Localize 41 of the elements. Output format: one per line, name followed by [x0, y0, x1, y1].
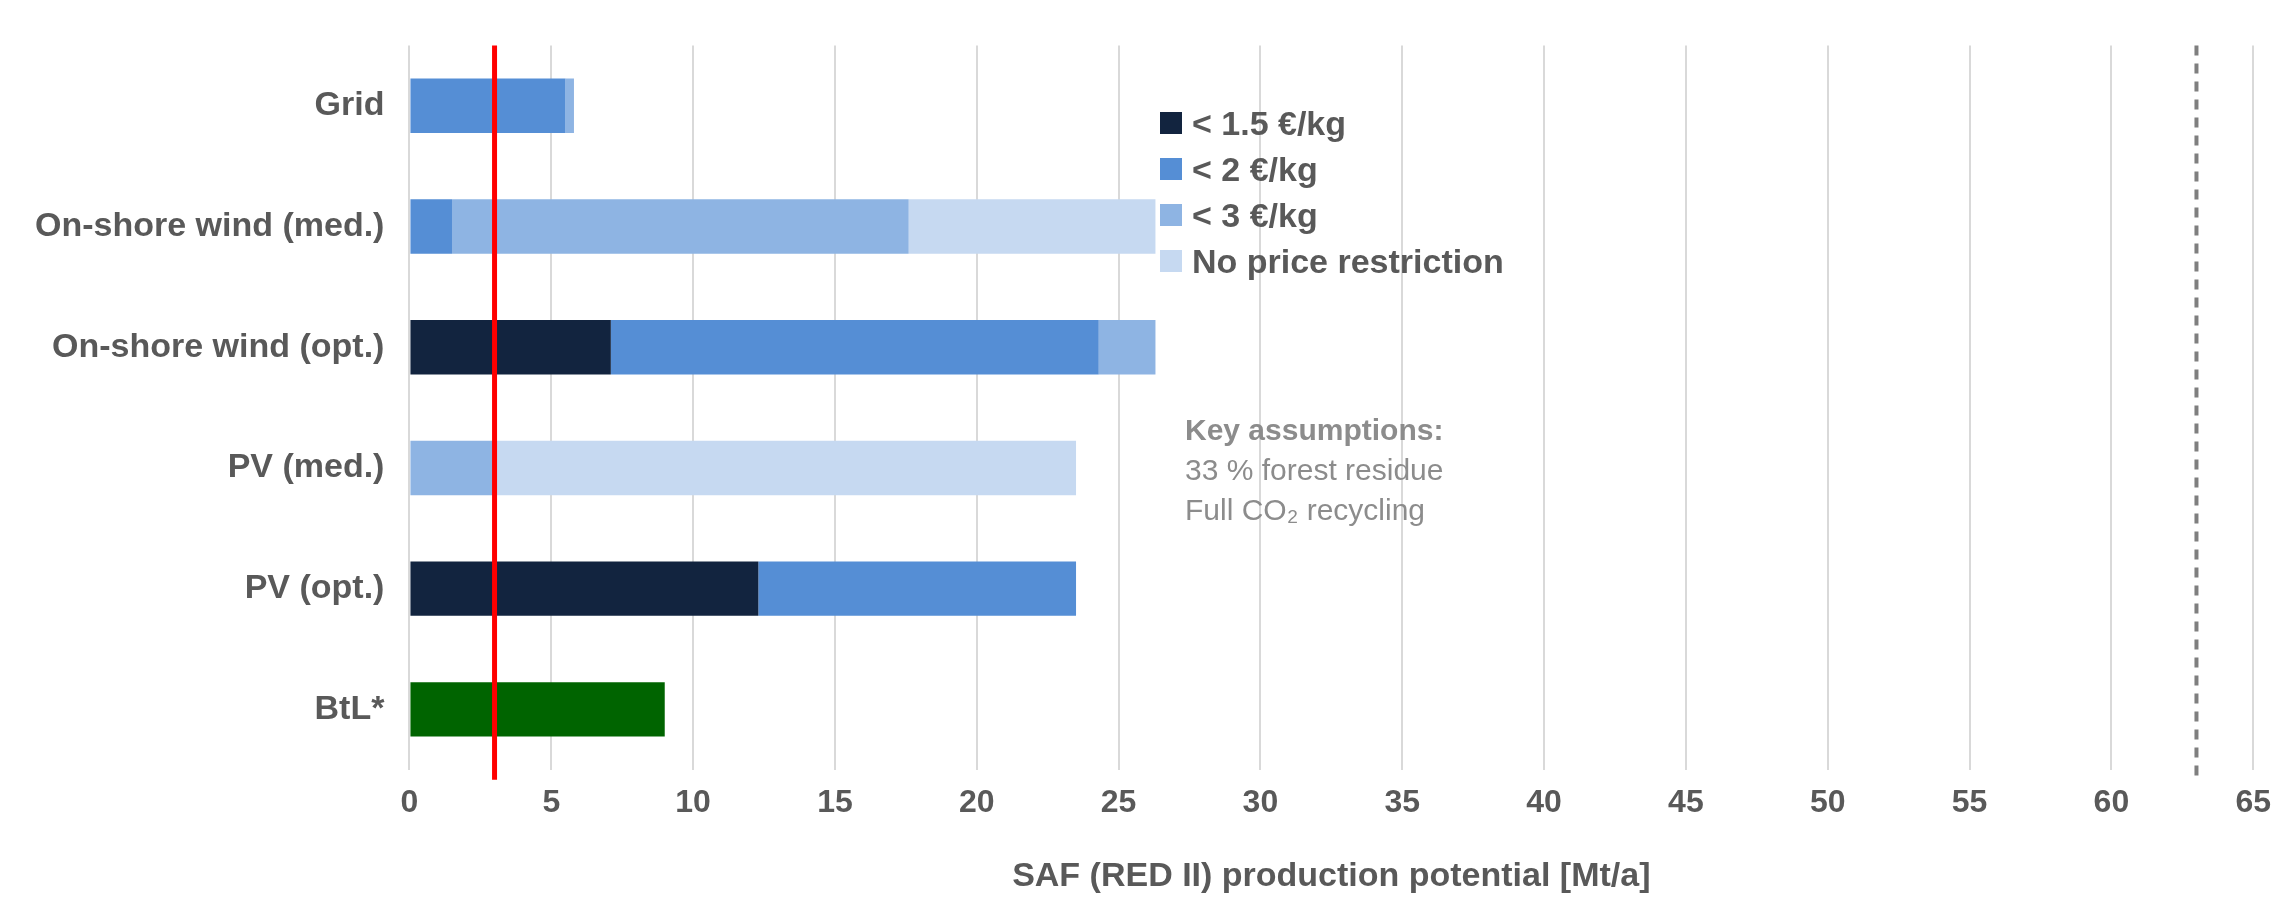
- x-tick-label: 5: [542, 782, 561, 819]
- y-tick-label: On-shore wind (opt.): [52, 325, 385, 364]
- bar: [908, 199, 1156, 254]
- x-tick-label: 35: [1384, 782, 1421, 819]
- annotation: 33 % forest residue: [1185, 452, 1444, 488]
- bar: [494, 440, 1077, 496]
- x-tick-label: 40: [1526, 782, 1562, 819]
- x-tick-label: 20: [958, 782, 995, 819]
- x-tick-label: 60: [2093, 782, 2130, 819]
- x-axis-title: SAF (RED II) production potential [Mt/a]: [1012, 854, 1651, 893]
- bar: [410, 440, 495, 496]
- bar: [410, 78, 566, 133]
- x-tick-label: 55: [1951, 782, 1988, 819]
- legend-label: < 3 €/kg: [1192, 195, 1318, 235]
- x-tick-label: 25: [1100, 782, 1137, 819]
- y-tick-label: PV (med.): [227, 446, 385, 485]
- annotation: Key assumptions:: [1185, 412, 1444, 448]
- legend-label: No price restriction: [1192, 241, 1504, 281]
- x-tick-label: 10: [675, 782, 711, 819]
- bar: [758, 561, 1077, 616]
- bar: [610, 320, 1099, 375]
- annotation: Full CO₂ recycling: [1185, 492, 1427, 528]
- y-tick-label: Grid: [314, 84, 385, 123]
- y-tick-label: BtL*: [314, 687, 386, 726]
- x-tick-label: 30: [1242, 782, 1279, 819]
- bar: [410, 561, 759, 616]
- legend-label: < 2 €/kg: [1192, 149, 1318, 189]
- bar: [410, 682, 665, 737]
- x-tick-label: 15: [817, 782, 853, 819]
- y-tick-label: On-shore wind (med.): [34, 204, 385, 243]
- x-tick-label: 0: [400, 782, 419, 819]
- x-tick-label: 50: [1809, 782, 1846, 819]
- legend-label: < 1.5 €/kg: [1192, 103, 1347, 143]
- bar: [410, 320, 611, 375]
- x-tick-label: 45: [1668, 782, 1704, 819]
- bar: [565, 78, 574, 133]
- y-tick-label: PV (opt.): [244, 567, 385, 606]
- bar: [1098, 320, 1156, 375]
- x-tick-label: 65: [2235, 782, 2271, 819]
- bar: [410, 199, 452, 254]
- bar: [452, 199, 909, 254]
